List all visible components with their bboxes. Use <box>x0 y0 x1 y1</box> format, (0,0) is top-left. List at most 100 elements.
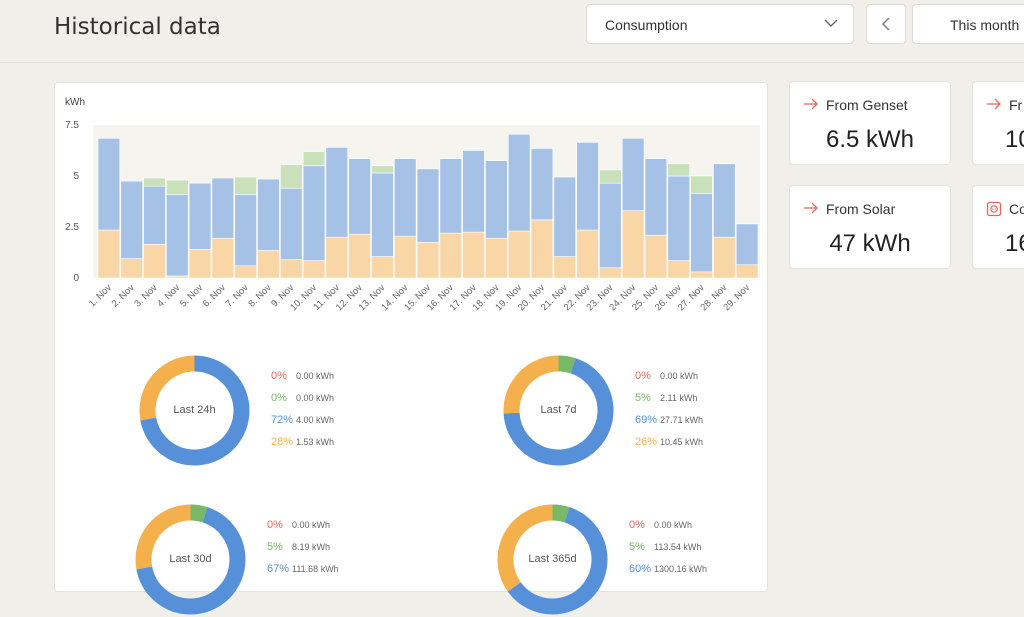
x-tick-label: 5. Nov <box>178 282 205 309</box>
period-selector-button[interactable]: This month <box>912 4 1024 44</box>
stat-card-consumption: Co 16 <box>972 185 1024 269</box>
donut-last-7d: Last 7d 0% 0.00 kWh 5% 2.11 kWh 69% 27.71 kWh… <box>501 353 761 468</box>
legend-percent: 0% <box>629 519 645 531</box>
legend-percent: 26% <box>635 436 658 448</box>
donut-label: Last 24h <box>173 404 216 416</box>
legend-percent: 5% <box>635 392 651 404</box>
legend-percent: 5% <box>267 541 283 553</box>
bar-segment-grid <box>735 264 759 279</box>
legend-percent: 0% <box>271 370 287 382</box>
legend-kwh: 0.00 kWh <box>296 393 335 403</box>
donut-segment-orange <box>497 504 608 615</box>
y-tick-label: 5 <box>73 171 79 182</box>
bar-segment-genset <box>166 179 189 195</box>
bar-segment-solar <box>416 168 440 243</box>
legend-kwh: 0.00 kWh <box>296 371 335 381</box>
bar-segment-solar <box>348 158 371 235</box>
bar-segment-grid <box>280 259 303 279</box>
bar-segment-grid <box>667 260 690 279</box>
bar-segment-solar <box>621 137 645 211</box>
legend-kwh: 0.00 kWh <box>660 371 699 381</box>
data-type-select[interactable]: Consumption <box>586 4 854 44</box>
bar-segment-grid <box>348 233 371 279</box>
donut-label: Last 365d <box>528 553 577 565</box>
legend-kwh: 1.53 kWh <box>296 437 335 447</box>
donut-label: Last 30d <box>169 553 212 565</box>
legend-percent: 0% <box>271 392 287 404</box>
donut-last-365d: Last 365d 0% 0.00 kWh 5% 113.54 kWh 60% 1300.… <box>495 502 755 617</box>
stat-label: From Solar <box>826 201 896 217</box>
legend-row: 0% 0.00 kWh <box>271 370 334 392</box>
legend-percent: 28% <box>271 436 294 448</box>
bar-segment-grid <box>371 256 394 279</box>
bar-segment-grid <box>143 244 166 279</box>
x-tick-label: 3. Nov <box>132 282 159 309</box>
stat-card-from-genset: From Genset 6.5 kWh <box>789 81 951 165</box>
legend-percent: 69% <box>635 414 658 426</box>
legend-row: 69% 27.71 kWh <box>635 414 703 436</box>
legend-row: 0% 0.00 kWh <box>635 370 703 392</box>
legend-row: 5% 113.54 kWh <box>629 541 707 563</box>
bar-segment-solar <box>166 194 189 277</box>
bar-segment-solar <box>690 193 713 273</box>
donut-label: Last 7d <box>540 404 577 416</box>
y-axis-label: kWh <box>65 97 85 108</box>
x-tick-label: 2. Nov <box>110 282 137 309</box>
stat-value: 10 <box>1005 126 1024 153</box>
bar-segment-grid <box>553 256 576 279</box>
bar-segment-genset <box>143 177 166 187</box>
legend-kwh: 0.00 kWh <box>654 520 693 530</box>
period-selector-label: This month <box>950 17 1020 33</box>
donut-segment-orange <box>503 355 614 466</box>
legend-row: 0% 0.00 kWh <box>267 519 339 541</box>
bar-segment-grid <box>302 260 326 279</box>
x-tick-label: 8. Nov <box>246 282 273 309</box>
donut-chart-last-24h <box>139 355 250 466</box>
bar-segment-grid <box>644 234 668 279</box>
donut-legend: 0% 0.00 kWh 0% 0.00 kWh 72% 4.00 kWh 28% 1.53 k… <box>271 370 334 458</box>
bar-segment-solar <box>188 182 212 250</box>
bar-segment-solar <box>325 147 349 238</box>
donut-last-24h: Last 24h 0% 0.00 kWh 0% 0.00 kWh 72% 4.00 kWh… <box>137 353 397 468</box>
consumption-chart-card: kWh 0 2.5 5 7.5 1. Nov 2. Nov 3. Nov 4. Nov 5. No… <box>54 82 768 615</box>
bar-segment-grid <box>394 235 417 279</box>
bar-segment-grid <box>416 242 440 279</box>
donut-segment-blue <box>503 355 614 466</box>
donut-last-30d: Last 30d 0% 0.00 kWh 5% 8.19 kWh 67% 111.68 k… <box>133 502 393 617</box>
bar-segment-solar <box>599 182 622 269</box>
bar-segment-solar <box>234 194 257 267</box>
y-tick-label: 2.5 <box>65 222 79 233</box>
previous-period-button[interactable] <box>866 4 906 44</box>
legend-percent: 0% <box>635 370 651 382</box>
stat-card-from-grid: Fr 10 <box>972 81 1024 165</box>
donut-legend: 0% 0.00 kWh 5% 2.11 kWh 69% 27.71 kWh 26% 10.45… <box>635 370 703 458</box>
page-title: Historical data <box>54 14 221 40</box>
bar-segment-grid <box>188 249 212 279</box>
bar-segment-solar <box>439 158 462 234</box>
chevron-down-icon <box>824 19 838 27</box>
bar-segment-solar <box>371 172 394 257</box>
donut-segment-orange <box>139 355 250 466</box>
bar-segment-solar <box>211 177 235 239</box>
legend-percent: 5% <box>629 541 645 553</box>
bar-segment-solar <box>667 175 690 261</box>
bar-segment-genset <box>667 163 690 177</box>
x-tick-label: 4. Nov <box>155 282 182 309</box>
bar-segment-genset <box>280 164 303 189</box>
donut-legend: 0% 0.00 kWh 5% 8.19 kWh 67% 111.68 kWh <box>267 519 339 585</box>
bar-segment-solar <box>507 133 531 232</box>
legend-row: 28% 1.53 kWh <box>271 436 334 458</box>
legend-row: 72% 4.00 kWh <box>271 414 334 436</box>
bar-segment-genset <box>234 176 257 195</box>
legend-row: 0% 0.00 kWh <box>629 519 707 541</box>
bar-segment-solar <box>280 187 303 260</box>
stat-label: From Genset <box>826 97 908 113</box>
arrow-right-icon <box>804 98 818 110</box>
x-tick-label: 7. Nov <box>224 282 251 309</box>
plug-icon <box>986 201 1002 217</box>
bar-segment-grid <box>690 271 713 279</box>
legend-row: 5% 2.11 kWh <box>635 392 703 414</box>
stat-value: 47 kWh <box>829 230 911 257</box>
bar-segment-solar <box>97 137 121 231</box>
